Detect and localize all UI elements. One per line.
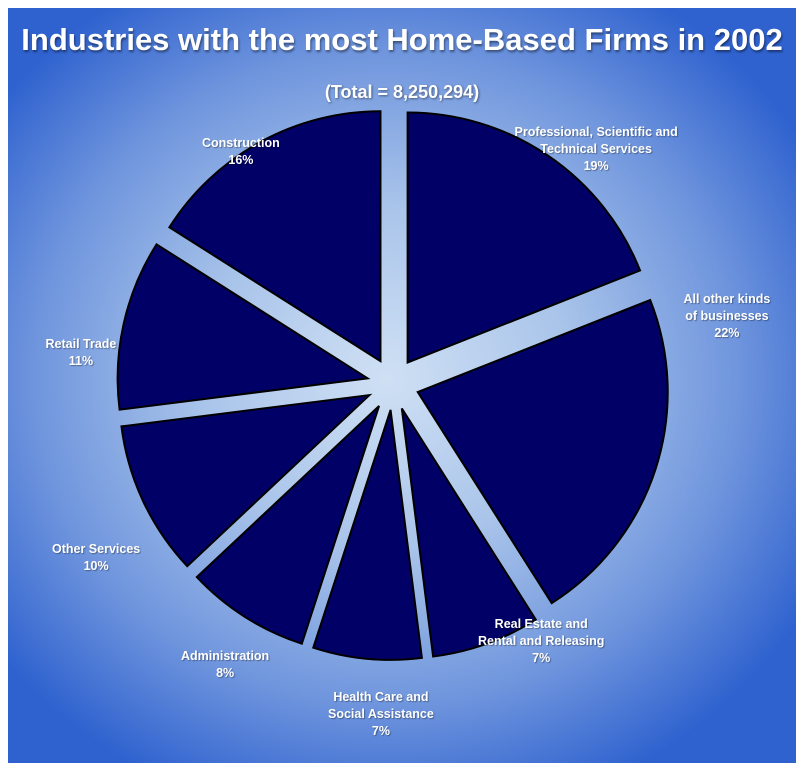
slice-label-line: Health Care and (333, 690, 429, 704)
chart-area: Industries with the most Home-Based Firm… (8, 8, 796, 763)
pie-slice (312, 409, 424, 661)
slice-percent: 11% (68, 354, 94, 368)
pie-slice (406, 111, 642, 364)
chart-subtitle: (Total = 8,250,294) (324, 82, 480, 102)
pie-slice (195, 405, 381, 645)
slice-percent: 8% (216, 666, 235, 680)
slice-percent: 19% (583, 159, 609, 173)
pie-chart (116, 110, 669, 661)
chart-title: Industries with the most Home-Based Firm… (21, 22, 783, 57)
slice-label-line: Social Assistance (328, 707, 434, 721)
pie-slice (416, 298, 669, 605)
slice-label-line: Technical Services (540, 142, 652, 156)
pie-slice (116, 242, 371, 411)
slice-label-line: Professional, Scientific and (514, 125, 678, 139)
slice-label: Professional, Scientific and Technical Se… (515, 124, 678, 175)
pie-slice (168, 110, 382, 364)
slice-percent: 16% (228, 153, 254, 167)
slice-label-line: Retail Trade (45, 337, 117, 351)
slice-label: Real Estate and Rental and Releasing 7% (478, 616, 604, 667)
slice-percent: 7% (532, 651, 551, 665)
slice-label: Retail Trade 11% (46, 336, 117, 370)
slice-label-line: All other kinds (683, 292, 771, 306)
slice-label-line: Other Services (52, 542, 141, 556)
slice-label: Other Services 10% (52, 541, 140, 575)
slice-label: Construction 16% (202, 135, 280, 169)
slice-label: All other kinds of businesses 22% (684, 291, 771, 342)
slice-label-line: Real Estate and (494, 617, 588, 631)
pie-slice (120, 393, 373, 568)
slice-label-line: Rental and Releasing (478, 634, 605, 648)
slice-label: Administration 8% (181, 648, 269, 682)
slice-label-line: of businesses (685, 309, 769, 323)
slice-percent: 7% (371, 724, 390, 738)
slice-label: Health Care and Social Assistance 7% (328, 689, 434, 740)
slice-percent: 10% (83, 559, 109, 573)
slice-percent: 22% (714, 326, 740, 340)
slice-label-line: Administration (181, 649, 270, 663)
pie-slice (400, 407, 538, 658)
slice-label-line: Construction (202, 136, 280, 150)
